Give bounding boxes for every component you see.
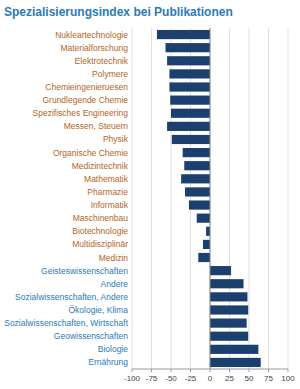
- grid-line: [210, 28, 211, 369]
- category-label: Nukleartechnologie: [55, 30, 128, 40]
- tick-label: -25: [185, 374, 197, 383]
- category-label: Materialforschung: [60, 43, 128, 53]
- category-label: Geowissenschaften: [54, 331, 128, 341]
- bar: [203, 240, 210, 249]
- category-label: Medizintechnik: [72, 161, 129, 171]
- bar: [189, 200, 210, 209]
- category-label: Biologie: [98, 344, 129, 354]
- category-label: Organische Chemie: [53, 148, 128, 158]
- tick-label: 0: [208, 374, 213, 383]
- category-label: Geisteswissenschaften: [41, 266, 128, 276]
- bar: [206, 227, 210, 236]
- category-label: Ernährung: [88, 357, 128, 367]
- grid-line: [249, 28, 250, 369]
- bar: [184, 161, 210, 170]
- bar: [210, 266, 231, 275]
- tick-label: 75: [264, 374, 273, 383]
- title: Spezialisierungsindex bei Publikationen: [4, 5, 233, 19]
- category-label: Physik: [103, 134, 129, 144]
- tick-label: -50: [165, 374, 177, 383]
- category-label: Polymere: [92, 69, 128, 79]
- bar: [169, 69, 210, 78]
- bar: [166, 43, 210, 52]
- grid-line: [268, 28, 269, 369]
- grid-line: [229, 28, 230, 369]
- bar: [167, 122, 210, 131]
- bar: [167, 56, 210, 65]
- category-label: Mathematik: [84, 174, 129, 184]
- bar: [210, 305, 248, 314]
- category-label: Spezifisches Engineering: [33, 108, 129, 118]
- bar: [169, 82, 210, 91]
- category-label: Medizin: [99, 253, 129, 263]
- category-label: Biotechnologie: [72, 226, 128, 236]
- category-label: Grundlegende Chemie: [42, 95, 128, 105]
- grid-line: [288, 28, 289, 369]
- bars: [157, 30, 261, 367]
- category-label: Ökologie, Klima: [68, 305, 128, 315]
- bar: [171, 109, 210, 118]
- bar: [170, 96, 210, 105]
- bar: [210, 345, 258, 354]
- category-label: Informatik: [91, 200, 129, 210]
- grid-line: [132, 28, 133, 369]
- category-label: Sozialwissenschaften, Wirtschaft: [4, 318, 128, 328]
- bar: [183, 148, 210, 157]
- bar: [157, 30, 210, 39]
- category-label: Pharmazie: [87, 187, 128, 197]
- tick-label: -75: [146, 374, 158, 383]
- category-label: Multidisziplinär: [72, 239, 128, 249]
- bar: [210, 319, 247, 328]
- grid-line: [171, 28, 172, 369]
- bar: [210, 292, 247, 301]
- category-label: Andere: [101, 279, 129, 289]
- tick-label: 25: [225, 374, 234, 383]
- bar: [197, 214, 210, 223]
- bar: [185, 187, 210, 196]
- category-label: Elektrotechnik: [75, 56, 129, 66]
- category-label: Messen, Steuern: [64, 121, 129, 131]
- grid-line: [190, 28, 191, 369]
- grid: [132, 28, 288, 369]
- zero-line: [210, 28, 211, 369]
- category-label: Maschinenbau: [73, 213, 129, 223]
- bar: [198, 253, 210, 262]
- x-axis: -100 -75 -50 -25 0 25 50 75 100: [124, 369, 295, 383]
- tick-label: -100: [124, 374, 141, 383]
- bar: [181, 174, 210, 183]
- category-label: Sozialwissenschaften, Andere: [15, 292, 128, 302]
- chart: Spezialisierungsindex bei Publikationen N…: [0, 0, 300, 389]
- bar: [210, 279, 244, 288]
- bar: [210, 332, 248, 341]
- grid-line: [151, 28, 152, 369]
- tick-label: 50: [245, 374, 254, 383]
- category-label: Chemieingenieruesen: [45, 82, 128, 92]
- tick-label: 100: [281, 374, 295, 383]
- bar: [210, 358, 261, 367]
- bar: [172, 135, 210, 144]
